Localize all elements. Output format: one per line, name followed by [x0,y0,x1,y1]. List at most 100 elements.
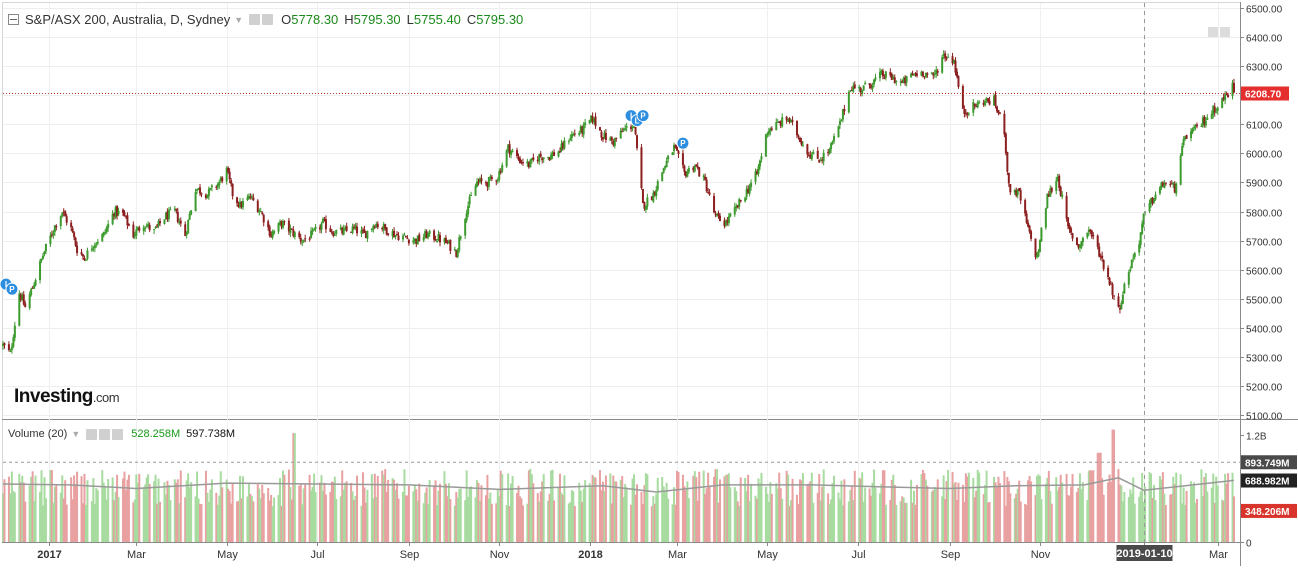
volume-ma-line [2,477,1235,493]
volume-bar [126,479,129,542]
volume-bar [381,470,384,542]
candle-body [196,189,199,191]
volume-bar [1117,468,1120,542]
candle-body [862,85,865,91]
volume-bar [1150,473,1153,542]
candle-body [630,126,633,130]
volume-bar [570,490,573,542]
candle-body [240,201,243,208]
candle-body [1227,94,1230,97]
candle-body [495,180,498,182]
volume-bar [84,504,87,542]
volume-bar [1142,501,1145,542]
volume-bar [976,469,979,542]
event-marker[interactable] [5,282,19,296]
candle-body [147,223,150,226]
chevron-down-icon[interactable]: ▼ [71,429,81,439]
candle-body [1206,118,1209,120]
volume-bar [624,484,627,542]
price-tick-label: 6500.00 [1246,5,1283,16]
volume-bar [406,495,409,542]
event-marker[interactable] [676,136,690,150]
price-tick-label: 5800.00 [1246,209,1283,220]
volume-bar [724,475,727,542]
volume-bar [770,493,773,542]
candle-body [819,160,822,162]
candle-body [982,102,985,105]
candle-body [881,70,884,77]
volume-bar [1203,477,1206,542]
volume-level-badge [1241,503,1297,518]
event-marker[interactable] [636,109,650,123]
candle-body [200,193,203,195]
volume-bar [495,503,498,542]
volume-bar [301,504,304,542]
candle-body [1212,105,1215,115]
volume-bar [961,484,964,542]
candle-body [747,188,750,193]
volume-bar [631,478,634,542]
settings-icon[interactable] [99,428,111,440]
candle-body [332,232,335,236]
candle-body [518,158,521,163]
volume-bar [967,472,970,542]
candle-body [1027,222,1030,227]
pane-up-icon[interactable] [1208,27,1218,37]
volume-bar [517,485,520,542]
volume-bar [376,475,379,542]
candle-body [356,226,359,234]
volume-bar [105,499,108,542]
candle-body [520,162,523,164]
collapse-icon[interactable] [8,14,19,25]
candle-body [625,126,628,128]
candle-body [521,162,524,164]
volume-bar [1213,502,1216,542]
volume-bar [582,488,585,542]
candle-body [13,325,16,338]
volume-bar [148,484,151,542]
candle-body [613,138,616,147]
time-tick-label: 2017 [37,549,61,561]
volume-bar [505,505,508,542]
volume-bar [791,478,794,542]
candle-body [1055,180,1058,191]
candle-body [449,239,452,251]
candle-body [62,211,65,213]
candle-body [1179,155,1182,185]
close-icon[interactable] [112,428,124,440]
volume-bar [603,491,606,542]
candle-body [941,57,944,73]
candle-body [1150,198,1153,204]
candle-body [1120,302,1123,309]
candle-body [1195,124,1198,127]
volume-bar [541,481,544,542]
volume-bar [1070,486,1073,542]
volume-bar [757,478,760,542]
symbol-title[interactable]: S&P/ASX 200, Australia, D, Sydney [25,12,231,27]
candle-body [351,226,354,233]
candle-body [1004,133,1007,154]
candle-body [412,240,415,243]
candle-body [624,128,627,131]
candle-body [681,153,684,166]
candle-body [407,239,410,244]
pane-down-icon[interactable] [1220,27,1230,37]
volume-title[interactable]: Volume (20) [8,428,68,440]
candle-body [1018,187,1021,191]
eye-icon[interactable] [249,14,261,25]
volume-bar [262,493,265,542]
volume-bar [107,479,110,542]
candle-body [542,157,545,160]
candle-body [1067,217,1070,227]
volume-bar [259,498,262,542]
chevron-down-icon[interactable]: ▼ [234,14,244,25]
volume-bar [271,506,274,542]
volume-bar [241,476,244,542]
settings-icon[interactable] [262,14,274,25]
volume-bar [914,504,917,542]
volume-bar [1120,485,1123,542]
volume-tick-label: 0 [1246,539,1252,550]
eye-icon[interactable] [86,428,98,440]
candle-body [636,135,639,149]
